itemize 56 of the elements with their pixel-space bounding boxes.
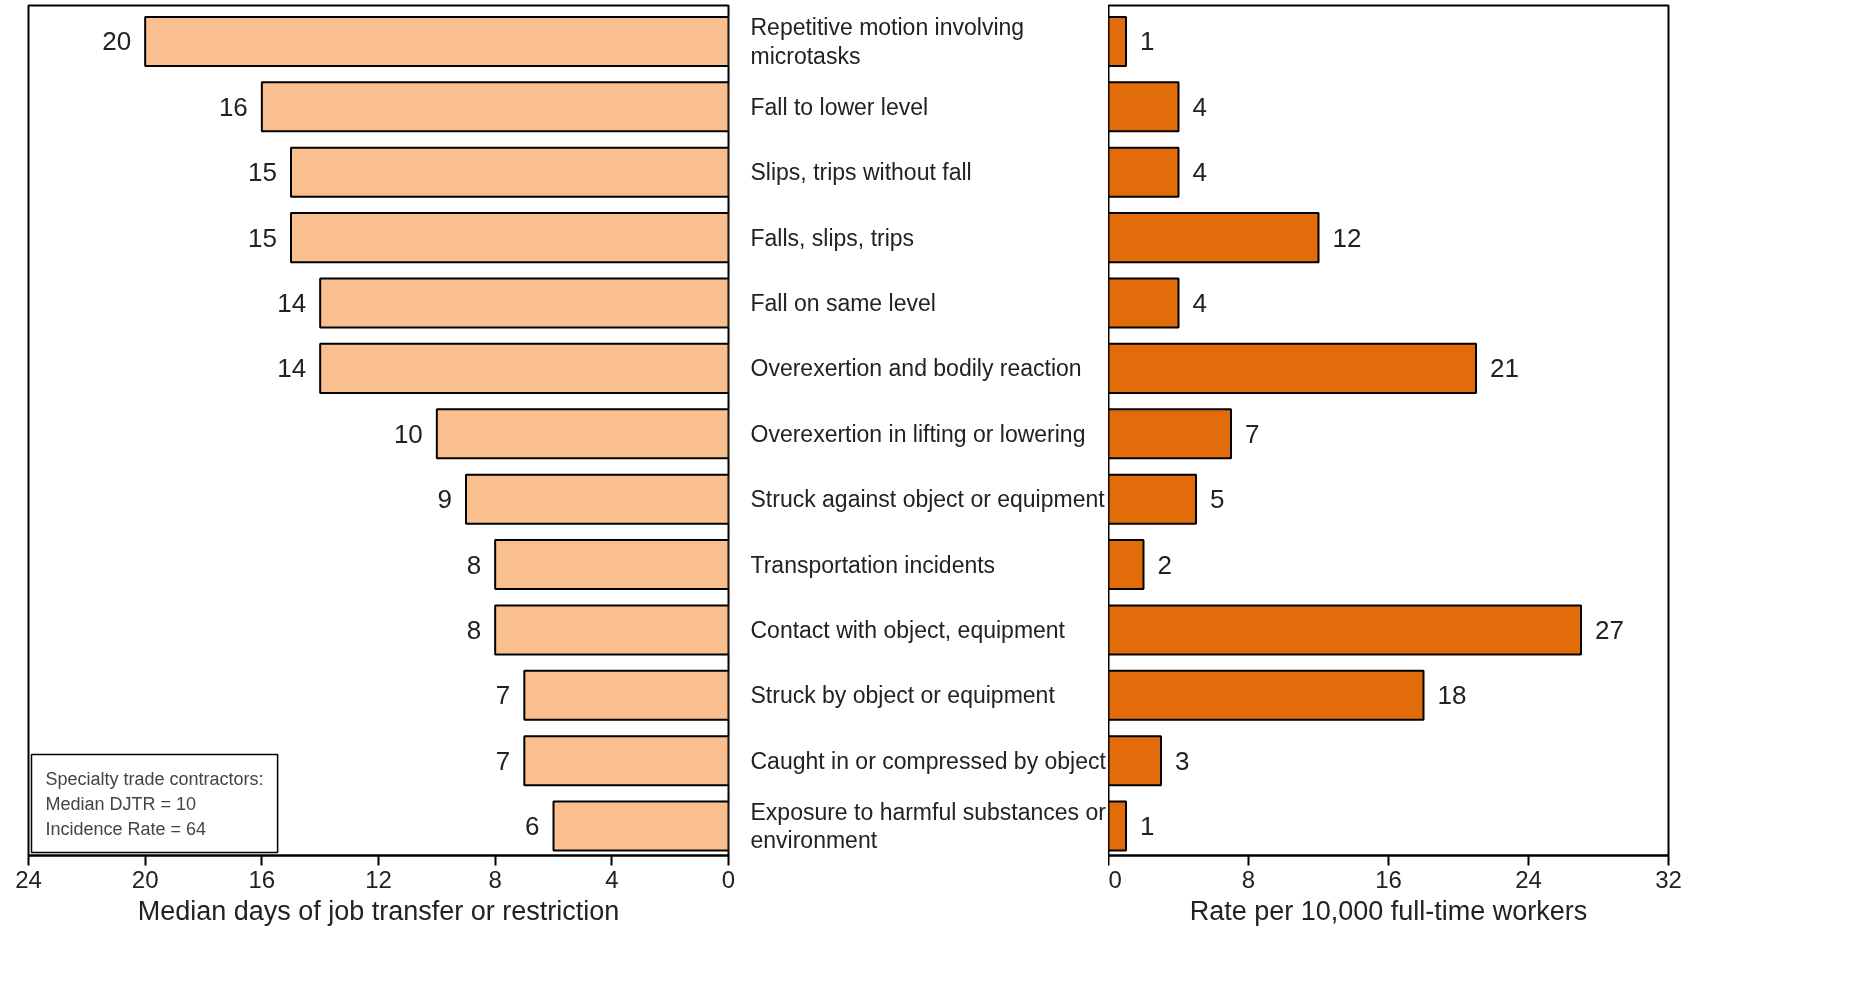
y-tick-label: Struck by object or equipment [750, 682, 1056, 709]
x-tick-label: 12 [365, 865, 392, 893]
x-tick-label: 20 [131, 865, 159, 893]
data-label: 14 [277, 288, 307, 318]
data-label: 7 [495, 680, 511, 711]
data-label: 3 [1175, 745, 1190, 776]
data-label: 1 [1140, 811, 1155, 842]
x-tick-label: 0 [1108, 865, 1122, 893]
x-tick-label: 32 [1655, 865, 1682, 893]
x-axis-title: Median days of job transfer or restriction [137, 895, 620, 926]
y-tick-label: Repetitive motion involving microtasks [750, 14, 1025, 69]
x-tick-label: 4 [605, 865, 619, 893]
data-label: 6 [525, 811, 540, 842]
data-label: 2 [1157, 549, 1172, 580]
y-tick-label: Overexertion in lifting or lowering [750, 420, 1086, 447]
y-tick-label: Fall to lower level [750, 93, 929, 120]
data-label: 15 [248, 157, 277, 188]
data-label: 4 [1192, 91, 1207, 122]
x-tick-label: 8 [1241, 865, 1256, 893]
y-tick-label: Exposure to harmful substances or environment [750, 798, 1107, 854]
y-tick-label: Transportation incidents [750, 551, 996, 578]
data-label: 4 [1192, 288, 1207, 318]
y-tick-label: Falls, slips, trips [750, 224, 915, 251]
annotation: Incidence Rate = 64 [45, 818, 207, 839]
x-tick-label: 24 [15, 865, 42, 893]
data-label: 14 [277, 353, 307, 384]
annotation: Specialty trade contractors: [45, 768, 264, 789]
data-label: 21 [1490, 353, 1519, 384]
y-tick-label: Caught in or compressed by object [750, 747, 1107, 774]
data-label: 7 [495, 745, 511, 776]
data-label: 9 [437, 484, 453, 515]
y-tick-label: Struck against object or equipment [750, 486, 1106, 513]
data-label: 8 [466, 614, 482, 645]
data-label: 12 [1332, 222, 1362, 253]
data-label: 20 [102, 26, 132, 57]
x-tick-label: 0 [721, 865, 736, 893]
x-tick-label: 16 [248, 865, 276, 893]
y-tick-label: Fall on same level [750, 290, 936, 316]
x-axis-title: Rate per 10,000 full-time workers [1189, 895, 1588, 926]
annotation: Median DJTR = 10 [45, 793, 197, 814]
x-tick-label: 8 [488, 865, 502, 893]
data-label: 1 [1140, 26, 1155, 57]
data-label: 10 [393, 418, 423, 449]
data-label: 16 [218, 91, 248, 122]
data-label: 15 [248, 222, 277, 253]
data-label: 4 [1192, 157, 1207, 188]
x-tick-label: 16 [1375, 865, 1402, 893]
data-label: 27 [1595, 614, 1624, 645]
x-tick-label: 24 [1515, 865, 1542, 893]
y-tick-label: Slips, trips without fall [750, 159, 972, 186]
data-label: 8 [466, 549, 482, 580]
data-label: 7 [1245, 418, 1260, 449]
y-tick-label: Contact with object, equipment [750, 616, 1066, 643]
data-label: 5 [1210, 484, 1225, 515]
y-tick-label: Overexertion and bodily reaction [750, 355, 1082, 382]
data-label: 18 [1437, 680, 1467, 711]
